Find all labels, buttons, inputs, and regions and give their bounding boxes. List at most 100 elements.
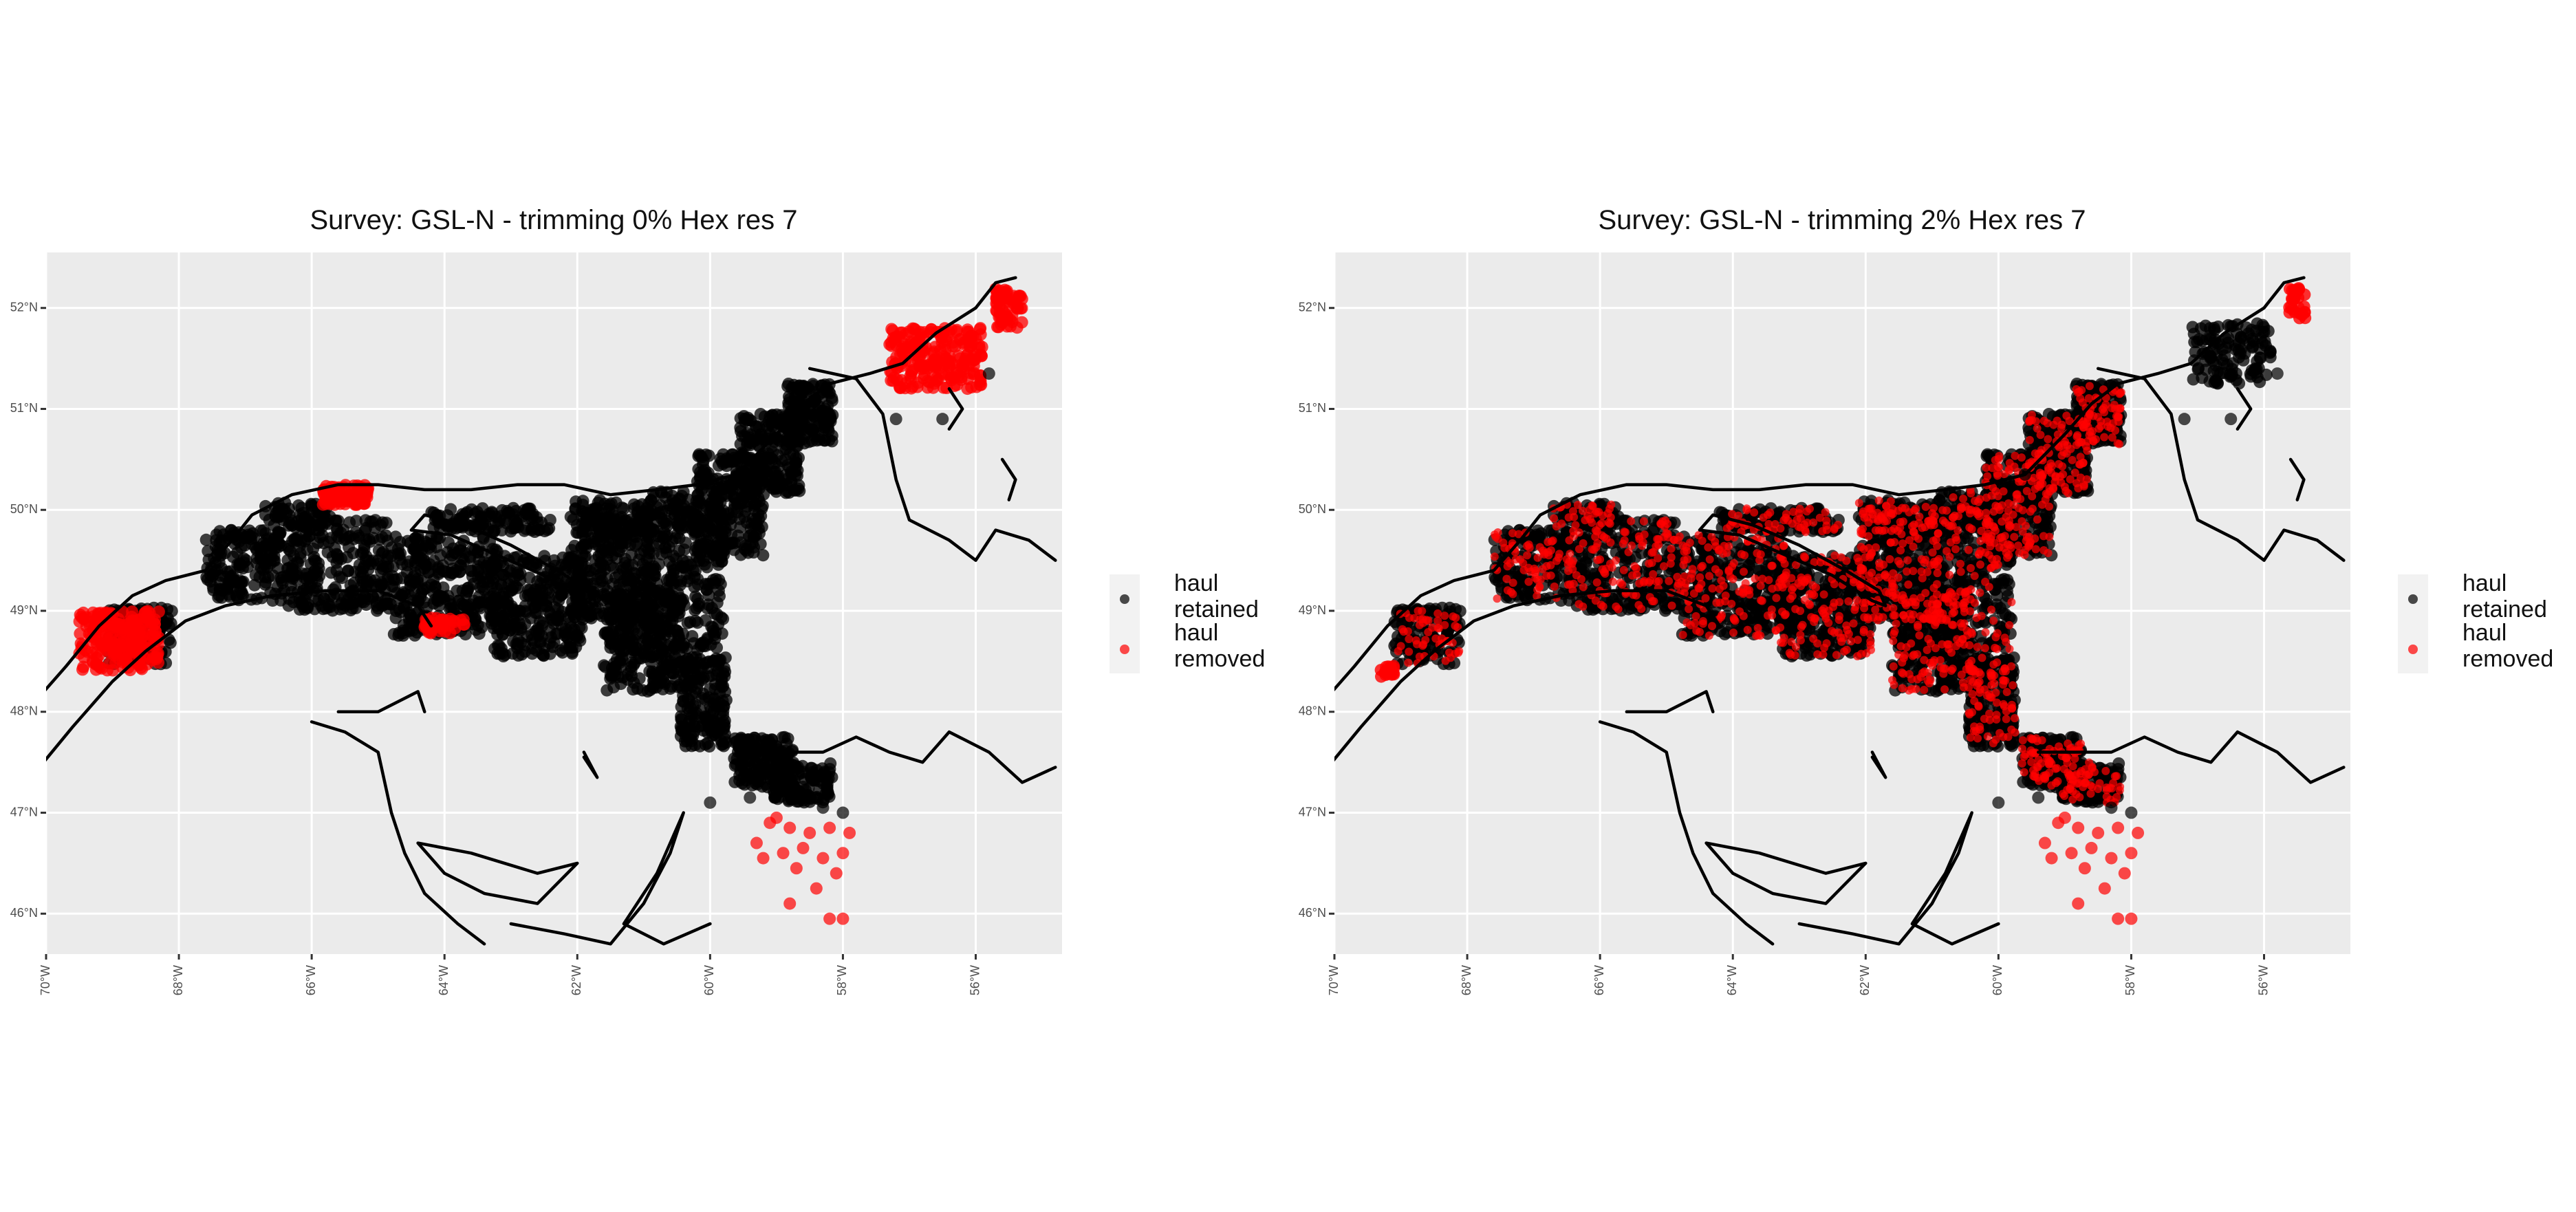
haul-point [488,524,501,537]
haul-point [753,522,765,535]
haul-point [722,507,735,520]
haul-point [204,568,217,581]
y-tick-label: 48°N [10,704,38,718]
haul-point [566,608,579,620]
haul-point [780,756,792,769]
haul-point [949,340,962,353]
haul-point [415,543,428,556]
haul-point [805,761,819,775]
haul-point [757,852,770,865]
haul-point [422,565,435,578]
haul-point [603,503,616,515]
haul-point [950,325,963,338]
haul-point [566,596,579,609]
haul-point [347,576,360,589]
haul-point [649,563,662,575]
haul-point [765,481,778,494]
haul-point [570,556,583,569]
haul-point [264,547,277,560]
haul-point [797,841,810,854]
haul-point [618,589,631,602]
haul-point [259,508,272,521]
haul-point [691,592,704,605]
haul-point [477,571,490,584]
haul-point [701,656,713,669]
haul-point [843,826,856,839]
map-panel-trim-0: Survey: GSL-N - trimming 0% Hex res 7 70… [10,205,1266,995]
haul-point [642,520,655,533]
haul-point [889,413,902,426]
haul-point [973,378,986,391]
haul-point [709,626,722,639]
panel-title: Survey: GSL-N - trimming 0% Hex res 7 [310,205,797,235]
haul-point [812,404,825,417]
haul-point [315,599,328,612]
haul-point [946,371,960,384]
map-panel-trim-2: Survey: GSL-N - trimming 2% Hex res 7 70… [1299,205,2554,995]
haul-point [626,634,639,647]
haul-point [235,576,248,589]
haul-point [414,591,427,604]
haul-point [577,539,590,552]
haul-point [686,518,700,531]
haul-point [565,641,578,654]
haul-point [836,912,849,925]
haul-point [679,658,692,671]
haul-point [429,581,442,594]
haul-point [748,758,761,771]
haul-point [793,379,806,392]
coastline-path [46,589,433,762]
haul-point [616,520,629,533]
haul-point [1004,313,1017,326]
haul-point [271,535,284,548]
haul-point [385,541,398,554]
haul-point [122,617,136,630]
haul-point [319,493,332,506]
haul-point [440,565,453,578]
haul-point [221,565,234,578]
haul-point [660,530,673,543]
haul-point [359,514,372,527]
haul-point [199,533,213,546]
haul-point [427,554,440,567]
haul-point [754,461,767,474]
haul-point [673,631,686,645]
haul-point [341,564,354,577]
haul-point [110,620,123,633]
haul-point [286,534,299,548]
haul-point [548,636,561,649]
haul-point [469,623,482,636]
haul-point [702,578,715,591]
haul-point [503,572,516,585]
haul-point [740,516,753,529]
haul-point [816,852,830,865]
haul-point [371,604,383,617]
haul-point [704,700,717,713]
haul-point [607,512,620,526]
haul-point [633,672,646,685]
haul-point [704,796,717,809]
haul-point [90,646,103,659]
haul-point [906,380,919,393]
haul-point [687,637,700,650]
haul-point [343,516,356,529]
y-axis: 52°N51°N50°N49°N48°N47°N46°N [10,300,46,920]
haul-point [511,623,524,636]
haul-point [702,589,715,602]
haul-point [760,419,772,432]
haul-point [691,489,704,502]
haul-point [617,502,630,515]
haul-point [537,649,550,662]
haul-point [312,556,325,570]
haul-point [823,821,836,834]
x-axis: 70°W 68°W 66°W 64°W 62°W 60°W 58°W 56°W [39,954,982,995]
coastline-path [336,690,426,714]
legend-key-retained [1120,594,1129,604]
haul-point [791,469,803,482]
y-tick-label: 50°N [10,502,38,516]
haul-point [934,343,947,356]
haul-point [905,367,918,380]
haul-point [770,811,783,824]
haul-point [638,563,651,576]
